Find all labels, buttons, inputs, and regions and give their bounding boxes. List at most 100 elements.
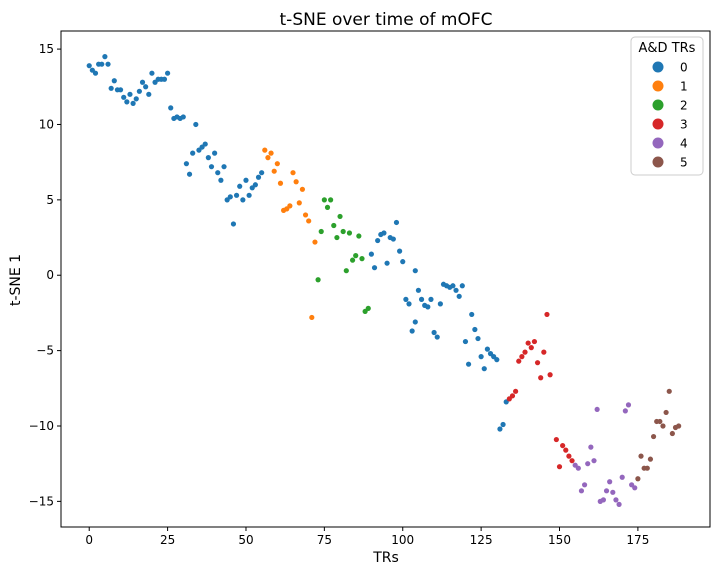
point-series-1-1-1 <box>265 155 271 161</box>
point-series-3-4-16 <box>560 442 566 449</box>
point-series-0-0-74 <box>469 311 475 318</box>
point-series-4-5-5 <box>588 444 594 450</box>
point-series-5-6-9 <box>663 409 669 416</box>
point-series-3-4-17 <box>563 447 569 453</box>
point-series-0-0-77 <box>478 354 484 360</box>
legend-label-3: 3 <box>680 118 688 132</box>
x-axis-title: TRs <box>372 550 399 566</box>
point-series-0-3-8 <box>393 219 400 226</box>
chart-title: t-SNE over time of mOFC <box>280 10 493 30</box>
point-series-0-0-56 <box>412 268 418 274</box>
point-series-0-0-14 <box>130 100 136 106</box>
point-series-2-2-3 <box>324 204 331 210</box>
point-series-4-5-7 <box>594 406 600 413</box>
point-series-1-1-13 <box>302 212 309 218</box>
point-series-0-0-43 <box>221 164 227 170</box>
point-series-0-3-5 <box>384 260 390 266</box>
point-series-1-1-0 <box>262 147 268 153</box>
point-series-3-4-12 <box>544 311 550 318</box>
point-series-0-0-31 <box>183 161 190 167</box>
point-series-2-2-9 <box>343 268 349 274</box>
point-series-0-0-76 <box>475 335 481 342</box>
point-series-4-5-16 <box>622 408 628 414</box>
x-tick-label-100: 100 <box>391 533 414 547</box>
point-series-3-4-4 <box>519 354 525 360</box>
y-axis-title: t-SNE 1 <box>8 254 24 306</box>
y-tick-label--15: −15 <box>29 494 54 508</box>
point-series-0-0-71 <box>459 283 465 289</box>
point-series-4-5-13 <box>613 497 619 503</box>
x-tick-label-175: 175 <box>626 533 649 547</box>
point-series-3-4-9 <box>534 360 541 366</box>
point-series-0-0-4 <box>99 61 105 67</box>
point-series-0-0-69 <box>453 287 459 293</box>
point-series-4-5-2 <box>578 488 585 494</box>
x-tick-label-75: 75 <box>317 533 332 547</box>
point-series-0-0-58 <box>418 296 425 302</box>
x-tick-label-50: 50 <box>238 533 253 547</box>
point-series-0-0-19 <box>146 91 152 97</box>
point-series-3-4-7 <box>528 345 534 351</box>
point-series-2-2-12 <box>353 253 359 259</box>
point-series-1-1-15 <box>309 314 315 321</box>
point-series-0-0-47 <box>233 192 240 198</box>
point-series-2-2-10 <box>346 230 353 236</box>
legend-marker-5 <box>652 156 664 168</box>
point-series-5-6-1 <box>638 453 644 459</box>
point-series-0-0-53 <box>252 182 258 188</box>
point-series-0-0-12 <box>124 99 130 105</box>
legend-box <box>630 36 704 176</box>
point-series-5-6-3 <box>644 465 650 471</box>
point-series-2-2-1 <box>318 228 324 235</box>
point-series-0-0-75 <box>472 326 478 333</box>
legend-label-5: 5 <box>680 156 688 170</box>
x-tick-label-0: 0 <box>85 533 93 547</box>
point-series-2-2-16 <box>365 305 371 311</box>
point-series-0-0-64 <box>437 301 443 307</box>
point-series-0-0-41 <box>215 170 221 176</box>
point-series-0-0-32 <box>186 171 193 177</box>
point-series-3-4-3 <box>516 358 522 364</box>
y-tick-label-0: 0 <box>46 268 54 282</box>
point-series-0-0-24 <box>161 76 168 82</box>
point-series-1-1-2 <box>268 150 274 156</box>
plot-frame <box>60 30 711 528</box>
point-series-0-0-5 <box>102 54 108 60</box>
point-series-0-0-60 <box>425 304 431 310</box>
point-series-5-6-4 <box>647 456 654 462</box>
point-series-0-0-37 <box>202 141 208 147</box>
point-series-2-2-0 <box>315 277 321 283</box>
point-series-0-0-68 <box>450 283 456 289</box>
point-series-4-5-3 <box>581 482 588 488</box>
point-series-0-0-55 <box>259 170 265 176</box>
y-tick-label--5: −5 <box>36 344 54 358</box>
y-tick-label-15: 15 <box>39 42 54 56</box>
point-series-0-0-39 <box>208 164 215 170</box>
point-series-2-2-8 <box>340 228 346 235</box>
point-series-1-1-10 <box>293 179 299 185</box>
point-series-0-3-14 <box>412 319 418 325</box>
point-series-0-3-13 <box>409 328 415 334</box>
point-series-0-0-70 <box>456 293 462 299</box>
point-series-2-2-11 <box>349 257 356 263</box>
point-series-4-5-14 <box>616 501 622 507</box>
point-series-5-6-5 <box>650 433 657 440</box>
point-series-0-0-51 <box>246 192 252 198</box>
point-series-1-1-14 <box>306 218 312 224</box>
point-series-0-0-7 <box>108 85 114 91</box>
point-series-0-3-2 <box>375 237 381 244</box>
point-series-1-1-11 <box>296 200 302 206</box>
x-tick-label-25: 25 <box>160 533 175 547</box>
point-series-1-1-3 <box>271 168 277 174</box>
point-series-0-0-62 <box>431 329 437 336</box>
point-series-5-6-13 <box>676 423 682 429</box>
point-series-1-1-8 <box>287 203 293 209</box>
point-series-1-1-16 <box>312 239 318 245</box>
point-series-0-0-61 <box>428 296 434 302</box>
point-series-0-0-25 <box>165 70 171 76</box>
point-series-0-0-10 <box>117 87 124 93</box>
point-series-0-3-1 <box>371 265 378 271</box>
point-series-0-3-12 <box>406 301 412 307</box>
point-series-2-2-14 <box>359 256 365 262</box>
